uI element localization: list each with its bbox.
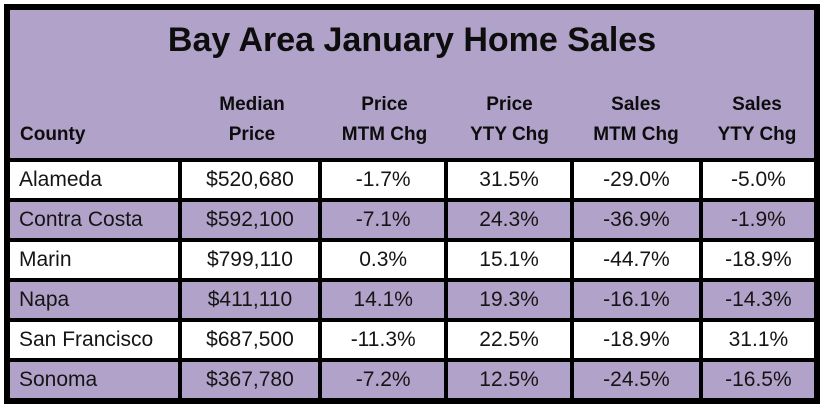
cell-median-price: $592,100 [181,202,319,238]
column-header-price-yty-chg: Price YTY Chg [447,90,572,149]
column-header-line: Sales [732,94,782,116]
column-header-line: YTY Chg [717,123,797,145]
cell-price-yty-chg: 15.1% [448,242,571,278]
column-header-line: Price [486,94,533,116]
cell-median-price: $520,680 [181,162,319,198]
column-header-price-mtm-chg: Price MTM Chg [322,90,447,149]
cell-sales-yty-chg: -16.5% [702,362,814,398]
table-body: Alameda $520,680 -1.7% 31.5% -29.0% -5.0% Cont… [10,162,814,398]
column-header-line: YTY Chg [470,123,549,145]
home-sales-table: Bay Area January Home Sales County Median… [4,4,820,404]
cell-county: Napa [10,282,178,318]
cell-county: Sonoma [10,362,178,398]
cell-median-price: $367,780 [181,362,319,398]
cell-price-mtm-chg: -7.1% [322,202,445,238]
cell-sales-yty-chg: -18.9% [702,242,814,278]
column-header-line: MTM Chg [593,123,679,145]
column-header-line: Median [219,94,285,116]
cell-sales-yty-chg: -1.9% [702,202,814,238]
cell-county: San Francisco [10,322,178,358]
cell-price-mtm-chg: -11.3% [322,322,445,358]
column-header-line: Sales [611,94,661,116]
cell-price-mtm-chg: 14.1% [322,282,445,318]
cell-sales-mtm-chg: -29.0% [574,162,699,198]
cell-price-mtm-chg: -1.7% [322,162,445,198]
cell-sales-yty-chg: -5.0% [702,162,814,198]
column-header-sales-mtm-chg: Sales MTM Chg [572,90,700,149]
cell-county: Marin [10,242,178,278]
cell-sales-mtm-chg: -44.7% [574,242,699,278]
table-title: Bay Area January Home Sales [167,21,657,59]
cell-county: Contra Costa [10,202,178,238]
cell-median-price: $687,500 [181,322,319,358]
cell-county: Alameda [10,162,178,198]
column-header-sales-yty-chg: Sales YTY Chg [700,90,814,149]
cell-sales-mtm-chg: -18.9% [574,322,699,358]
cell-price-yty-chg: 31.5% [448,162,571,198]
cell-sales-mtm-chg: -24.5% [574,362,699,398]
column-header-line: Price [361,94,408,116]
cell-sales-yty-chg: 31.1% [702,322,814,358]
column-header-median-price: Median Price [182,90,322,149]
cell-sales-mtm-chg: -36.9% [574,202,699,238]
column-header-line: Price [228,123,276,145]
table-header: Bay Area January Home Sales County Median… [10,10,814,162]
cell-price-yty-chg: 19.3% [448,282,571,318]
column-header-row: County Median Price Price MTM Chg Price YTY Ch… [10,90,814,158]
cell-price-yty-chg: 24.3% [448,202,571,238]
cell-sales-yty-chg: -14.3% [702,282,814,318]
cell-price-mtm-chg: 0.3% [322,242,445,278]
cell-price-yty-chg: 12.5% [448,362,571,398]
cell-median-price: $411,110 [181,282,319,318]
cell-sales-mtm-chg: -16.1% [574,282,699,318]
cell-median-price: $799,110 [181,242,319,278]
column-header-county: County [10,90,182,149]
cell-price-mtm-chg: -7.2% [322,362,445,398]
column-header-line: MTM Chg [341,123,428,145]
column-header-line: County [20,123,86,145]
cell-price-yty-chg: 22.5% [448,322,571,358]
